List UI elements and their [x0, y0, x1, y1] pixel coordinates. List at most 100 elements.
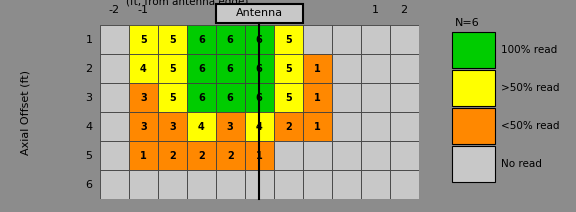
Bar [158, 112, 187, 141]
Bar [274, 25, 302, 54]
Bar [452, 70, 495, 106]
Bar [274, 141, 302, 170]
Bar [274, 112, 302, 141]
Bar [158, 25, 187, 54]
Text: >50% read: >50% read [501, 83, 560, 93]
Bar [100, 112, 129, 141]
Text: 5: 5 [169, 93, 176, 103]
Text: 4: 4 [140, 64, 147, 74]
Bar [302, 141, 332, 170]
Bar [100, 25, 129, 54]
Text: 1: 1 [314, 64, 320, 74]
Bar [274, 54, 302, 83]
Bar [245, 141, 274, 170]
Bar [158, 141, 187, 170]
Bar [361, 141, 389, 170]
Text: 6: 6 [198, 64, 204, 74]
Bar [216, 25, 245, 54]
Bar [129, 54, 158, 83]
Bar [187, 54, 216, 83]
Bar [216, 4, 302, 22]
Bar [332, 54, 361, 83]
Bar [245, 170, 274, 199]
Text: 6: 6 [198, 93, 204, 103]
Text: 2: 2 [85, 64, 93, 74]
Text: Antenna: Antenna [236, 8, 283, 18]
Bar [332, 170, 361, 199]
Bar [100, 54, 129, 83]
Text: 6: 6 [227, 93, 234, 103]
Text: 5: 5 [140, 35, 147, 45]
Bar [129, 170, 158, 199]
Text: -1: -1 [138, 4, 149, 14]
Text: Axial Offset (ft): Axial Offset (ft) [21, 70, 31, 155]
Bar [361, 112, 389, 141]
Bar [187, 112, 216, 141]
Text: 3: 3 [86, 93, 93, 103]
Bar [274, 170, 302, 199]
Text: 3: 3 [140, 122, 147, 132]
Bar [332, 112, 361, 141]
Bar [389, 25, 419, 54]
Bar [245, 112, 274, 141]
Bar [302, 83, 332, 112]
Text: -2: -2 [109, 4, 120, 14]
Bar [274, 83, 302, 112]
Bar [332, 83, 361, 112]
Text: 1: 1 [372, 4, 378, 14]
Bar [389, 141, 419, 170]
Bar [332, 25, 361, 54]
Text: 6: 6 [86, 180, 93, 190]
Text: 5: 5 [285, 35, 291, 45]
Text: <50% read: <50% read [501, 121, 560, 131]
Text: 4: 4 [198, 122, 204, 132]
Text: 100% read: 100% read [501, 45, 558, 55]
Text: (ft, from antenna edge): (ft, from antenna edge) [126, 0, 248, 7]
Text: 2: 2 [198, 151, 204, 161]
Bar [129, 141, 158, 170]
Bar [129, 25, 158, 54]
Text: 6: 6 [227, 35, 234, 45]
Text: 1: 1 [314, 93, 320, 103]
Text: 5: 5 [285, 93, 291, 103]
Text: T: T [227, 4, 234, 14]
Bar [100, 83, 129, 112]
Bar [361, 25, 389, 54]
Text: 2: 2 [285, 122, 291, 132]
Bar [216, 170, 245, 199]
Bar [245, 83, 274, 112]
Bar [452, 32, 495, 68]
Text: No read: No read [501, 159, 542, 169]
Bar [361, 83, 389, 112]
Bar [302, 170, 332, 199]
Text: 3: 3 [140, 93, 147, 103]
Text: 6: 6 [256, 64, 263, 74]
Bar [187, 170, 216, 199]
Text: 1: 1 [256, 151, 263, 161]
Bar [158, 83, 187, 112]
Text: 6: 6 [256, 93, 263, 103]
Bar [187, 83, 216, 112]
Bar [129, 83, 158, 112]
Text: 5: 5 [169, 64, 176, 74]
Bar [302, 54, 332, 83]
Text: 5: 5 [285, 64, 291, 74]
Bar [361, 170, 389, 199]
Bar [216, 83, 245, 112]
Bar [302, 112, 332, 141]
Bar [216, 141, 245, 170]
Text: 2: 2 [169, 151, 176, 161]
Bar [389, 112, 419, 141]
Bar [452, 146, 495, 182]
Bar [100, 141, 129, 170]
Text: 3: 3 [227, 122, 234, 132]
Text: 6: 6 [198, 35, 204, 45]
Bar [216, 54, 245, 83]
Text: 2: 2 [400, 4, 408, 14]
Text: 6: 6 [227, 64, 234, 74]
Text: R: R [285, 4, 292, 14]
Bar [187, 141, 216, 170]
Bar [389, 83, 419, 112]
Text: 6: 6 [256, 35, 263, 45]
Text: N=6: N=6 [455, 18, 480, 28]
